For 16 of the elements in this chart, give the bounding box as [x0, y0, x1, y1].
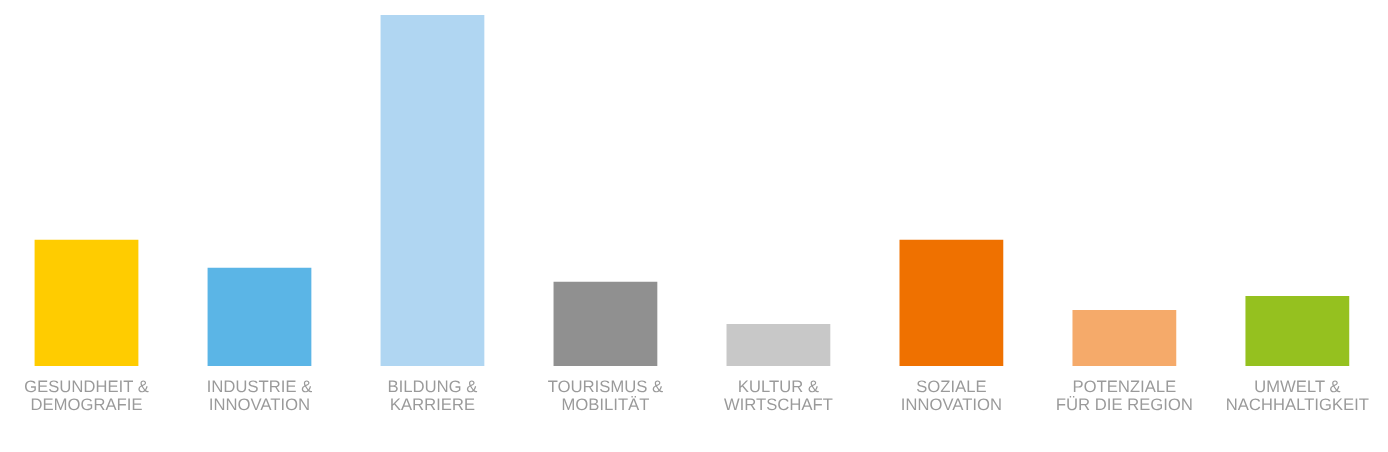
x-tick-label: BILDUNG & KARRIERE	[388, 380, 478, 411]
bar	[207, 267, 312, 367]
x-tick-label: SOZIALE INNOVATION	[902, 380, 1001, 411]
x-tick-label: UMWELT & NACHHALTIGKEIT	[1227, 380, 1369, 411]
x-tick-label: TOURISMUS & MOBILITÄT	[548, 380, 663, 411]
bar	[553, 281, 658, 367]
bar	[34, 239, 139, 367]
x-tick-label: GESUNDHEIT & DEMOGRAFIE	[24, 380, 149, 411]
bar	[1072, 309, 1177, 367]
bar	[899, 239, 1004, 367]
x-tick-label: INDUSTRIE & INNOVATION	[208, 380, 312, 411]
bar	[1245, 295, 1350, 367]
x-tick-label: POTENZIALE FÜR DIE REGION	[1057, 380, 1192, 411]
bar	[726, 323, 831, 367]
bar	[380, 14, 485, 367]
x-tick-label: KULTUR & WIRTSCHAFT	[724, 380, 833, 411]
